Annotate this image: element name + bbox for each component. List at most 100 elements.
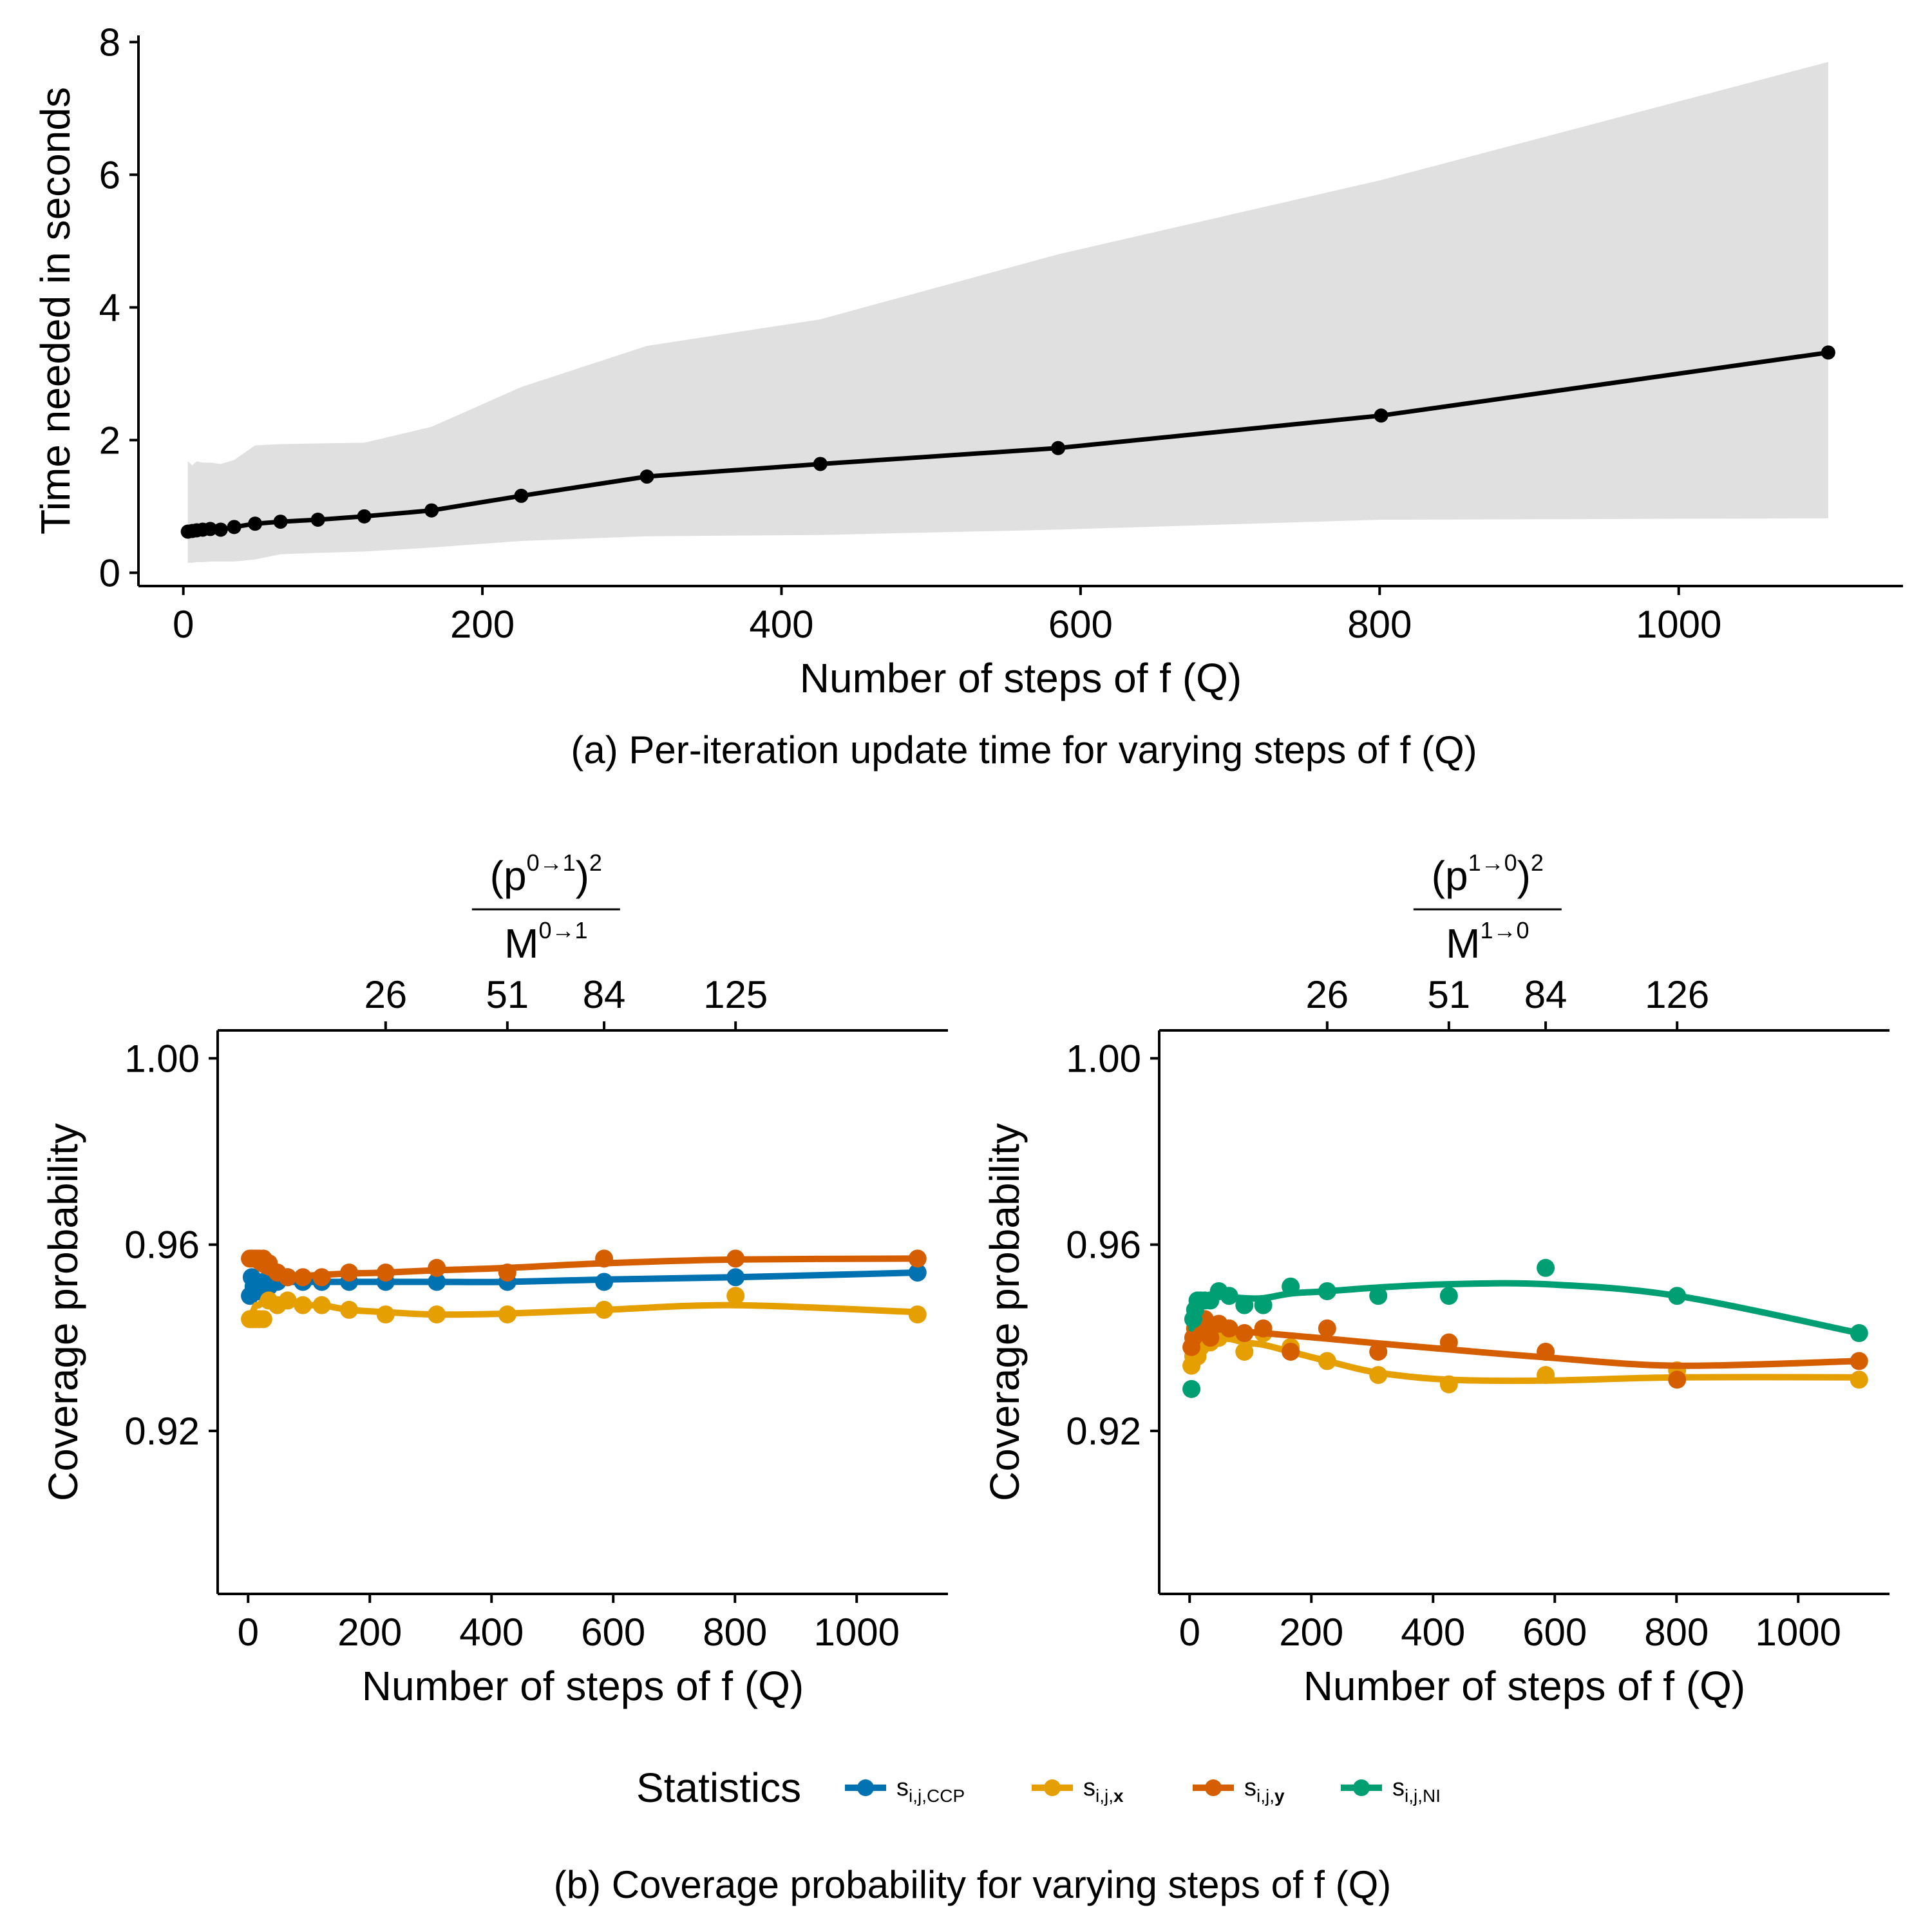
point-y	[595, 1249, 614, 1268]
point-x	[1439, 1375, 1458, 1394]
point-ni	[1850, 1324, 1868, 1343]
point-y	[1220, 1319, 1238, 1338]
point-y	[498, 1264, 516, 1282]
legend-point-ccp	[857, 1779, 874, 1796]
x-tick-label: 800	[703, 1611, 767, 1654]
point-ni	[1282, 1277, 1300, 1296]
top-axis-title-numerator: (p1→0)2	[1432, 849, 1544, 899]
point-y	[1282, 1342, 1300, 1361]
y-axis-title: Coverage probability	[981, 1123, 1028, 1501]
confidence-ribbon	[187, 62, 1828, 563]
point-x	[498, 1305, 516, 1324]
point-x	[340, 1300, 359, 1319]
x-tick-label: 1000	[814, 1611, 900, 1654]
point-y	[1668, 1370, 1687, 1389]
x-tick-label: 0	[173, 603, 194, 646]
point-ccp	[908, 1264, 927, 1282]
y-tick-label: 0	[99, 551, 120, 594]
x-tick-label: 800	[1347, 603, 1412, 646]
x-tick-label: 0	[238, 1611, 259, 1654]
legend-label-ni: si,j,NI	[1392, 1774, 1441, 1806]
x-tick-label: 400	[749, 603, 813, 646]
mean-time-point	[514, 488, 529, 503]
legend: Statistics si,j,CCP si,j,x si,j,y si,j,NI	[636, 1765, 1441, 1811]
mean-time-point	[639, 469, 654, 484]
point-y	[908, 1249, 927, 1268]
point-ccp	[726, 1268, 745, 1287]
point-y	[1537, 1342, 1555, 1361]
legend-title: Statistics	[636, 1765, 801, 1811]
point-y	[1318, 1319, 1336, 1338]
panel-b-left-coverage-chart: 1.00 0.96 0.92 0 200 400 600 800 1000 26 51 84 125 Nu…	[40, 849, 948, 1709]
y-tick-label: 2	[99, 419, 120, 462]
point-y	[1369, 1342, 1388, 1361]
panel-a-time-chart: 0 2 4 6 8 0 200 400 600 800 1000 Number of steps of…	[32, 21, 1903, 701]
x-axis-title: Number of steps of f (Q)	[800, 655, 1242, 701]
point-ni	[1369, 1287, 1388, 1305]
top-tick-label: 84	[583, 973, 626, 1016]
legend-point-ni	[1353, 1779, 1370, 1796]
legend-label-ccp: si,j,CCP	[896, 1774, 965, 1806]
x-axis-title: Number of steps of f (Q)	[1303, 1663, 1745, 1709]
x-tick-label: 200	[450, 603, 515, 646]
x-tick-label: 1000	[1636, 603, 1721, 646]
point-ni	[1439, 1287, 1458, 1305]
point-ni	[1220, 1287, 1238, 1305]
point-x	[1369, 1366, 1388, 1385]
point-y	[278, 1268, 297, 1287]
point-ni	[1537, 1258, 1555, 1277]
mean-time-point	[1051, 440, 1066, 455]
y-tick-label: 1.00	[1066, 1037, 1141, 1080]
point-ni	[1182, 1379, 1201, 1398]
point-ni	[1318, 1282, 1336, 1300]
point-x	[254, 1310, 272, 1329]
point-y	[1439, 1333, 1458, 1352]
top-tick-label: 84	[1524, 973, 1567, 1016]
legend-point-x	[1044, 1779, 1061, 1796]
top-tick-label: 51	[486, 973, 529, 1016]
point-y	[340, 1264, 359, 1282]
x-tick-label: 600	[1048, 603, 1113, 646]
x-tick-label: 600	[581, 1611, 645, 1654]
mean-time-point	[357, 509, 372, 524]
point-y	[294, 1268, 312, 1287]
y-tick-label: 0.92	[1066, 1410, 1141, 1453]
point-x	[312, 1296, 331, 1314]
point-ccp	[428, 1273, 446, 1291]
y-tick-label: 8	[99, 21, 120, 64]
point-ccp	[595, 1273, 614, 1291]
y-axis-title: Time needed in seconds	[32, 87, 79, 535]
caption-b: (b) Coverage probability for varying ste…	[554, 1863, 1392, 1906]
y-tick-label: 4	[99, 286, 120, 329]
x-tick-label: 400	[1401, 1611, 1465, 1654]
top-tick-label: 125	[703, 973, 768, 1016]
point-ni	[1254, 1296, 1273, 1314]
y-tick-label: 0.96	[1066, 1224, 1141, 1267]
top-tick-label: 126	[1645, 973, 1709, 1016]
mean-time-point	[1374, 408, 1388, 423]
point-x	[1850, 1370, 1868, 1389]
point-x	[908, 1305, 927, 1324]
legend-label-x: si,j,x	[1083, 1774, 1124, 1806]
y-tick-label: 0.92	[124, 1410, 200, 1453]
point-x	[278, 1291, 297, 1310]
point-y	[1235, 1324, 1254, 1343]
point-x	[726, 1287, 745, 1305]
point-x	[294, 1296, 312, 1314]
x-axis-title: Number of steps of f (Q)	[362, 1663, 804, 1709]
point-x	[595, 1300, 614, 1319]
top-axis-title-numerator: (p0→1)2	[490, 849, 602, 899]
top-tick-label: 26	[1305, 973, 1349, 1016]
y-tick-label: 6	[99, 153, 120, 196]
point-y	[1850, 1352, 1868, 1370]
point-y	[312, 1268, 331, 1287]
caption-a: (a) Per-iteration update time for varyin…	[571, 728, 1477, 772]
point-ni	[1235, 1296, 1254, 1314]
x-tick-label: 0	[1179, 1611, 1200, 1654]
y-tick-label: 0.96	[124, 1224, 200, 1267]
point-y	[726, 1249, 745, 1268]
mean-time-point	[1821, 345, 1835, 360]
point-y	[376, 1264, 395, 1282]
point-x	[1318, 1352, 1336, 1370]
x-tick-label: 200	[337, 1611, 402, 1654]
